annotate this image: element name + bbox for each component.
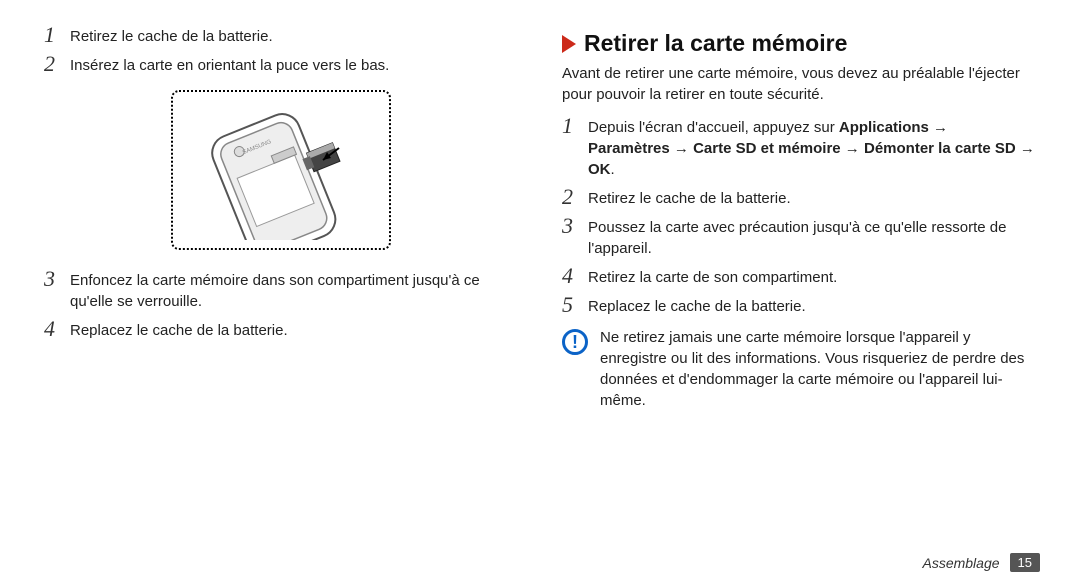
- step-number: 2: [562, 186, 588, 209]
- section-heading: Retirer la carte mémoire: [562, 30, 1036, 57]
- bold-ok: OK: [588, 161, 611, 178]
- step-text: Replacez le cache de la batterie.: [588, 294, 806, 317]
- illustration-container: SAMSUNG: [44, 90, 518, 250]
- step-number: 4: [562, 265, 588, 288]
- step-number: 1: [44, 24, 70, 47]
- warning-icon: !: [562, 329, 588, 355]
- step-row: 1 Retirez le cache de la batterie.: [44, 24, 518, 47]
- step-row: 4 Retirez la carte de son compartiment.: [562, 265, 1036, 288]
- step-text: Retirez la carte de son compartiment.: [588, 265, 837, 288]
- arrow: →: [841, 140, 864, 157]
- step-number: 5: [562, 294, 588, 317]
- bold-param: Paramètres: [588, 140, 670, 157]
- step-row: 2 Insérez la carte en orientant la puce …: [44, 53, 518, 76]
- step-text: Replacez le cache de la batterie.: [70, 318, 288, 341]
- phone-sdcard-illustration: SAMSUNG: [181, 100, 381, 240]
- illustration-frame: SAMSUNG: [171, 90, 391, 250]
- step-number: 2: [44, 53, 70, 76]
- exclamation-mark: !: [572, 333, 578, 351]
- warning-text: Ne retirez jamais une carte mémoire lors…: [600, 327, 1036, 411]
- step-number: 3: [562, 215, 588, 259]
- text-fragment: Depuis l'écran d'accueil, appuyez sur: [588, 119, 839, 136]
- step-row: 5 Replacez le cache de la batterie.: [562, 294, 1036, 317]
- step-row: 2 Retirez le cache de la batterie.: [562, 186, 1036, 209]
- bold-unmount: Démonter la carte SD: [864, 140, 1016, 157]
- page-footer: Assemblage 15: [922, 553, 1040, 572]
- warning-box: ! Ne retirez jamais une carte mémoire lo…: [562, 327, 1036, 411]
- step-number: 3: [44, 268, 70, 312]
- intro-paragraph: Avant de retirer une carte mémoire, vous…: [562, 63, 1036, 105]
- heading-text: Retirer la carte mémoire: [584, 30, 847, 57]
- step-number: 1: [562, 115, 588, 180]
- step-row: 4 Replacez le cache de la batterie.: [44, 318, 518, 341]
- step-row: 1 Depuis l'écran d'accueil, appuyez sur …: [562, 115, 1036, 180]
- footer-page-number: 15: [1010, 553, 1040, 572]
- left-column: 1 Retirez le cache de la batterie. 2 Ins…: [34, 24, 540, 570]
- footer-section-label: Assemblage: [922, 555, 999, 571]
- bold-app: Applications: [839, 119, 929, 136]
- page: 1 Retirez le cache de la batterie. 2 Ins…: [0, 0, 1080, 586]
- step-text: Enfoncez la carte mémoire dans son compa…: [70, 268, 518, 312]
- step-text: Poussez la carte avec précaution jusqu'à…: [588, 215, 1036, 259]
- period: .: [611, 161, 615, 178]
- bold-sd: Carte SD et mémoire: [693, 140, 841, 157]
- step-text: Retirez le cache de la batterie.: [588, 186, 791, 209]
- step-text: Depuis l'écran d'accueil, appuyez sur Ap…: [588, 115, 1036, 180]
- step-row: 3 Poussez la carte avec précaution jusqu…: [562, 215, 1036, 259]
- right-column: Retirer la carte mémoire Avant de retire…: [540, 24, 1046, 570]
- step-row: 3 Enfoncez la carte mémoire dans son com…: [44, 268, 518, 312]
- step-text: Insérez la carte en orientant la puce ve…: [70, 53, 389, 76]
- arrow: →: [670, 140, 693, 157]
- step-number: 4: [44, 318, 70, 341]
- step-text: Retirez le cache de la batterie.: [70, 24, 273, 47]
- chevron-icon: [562, 35, 576, 53]
- arrow: →: [1016, 140, 1035, 157]
- arrow: →: [929, 119, 948, 136]
